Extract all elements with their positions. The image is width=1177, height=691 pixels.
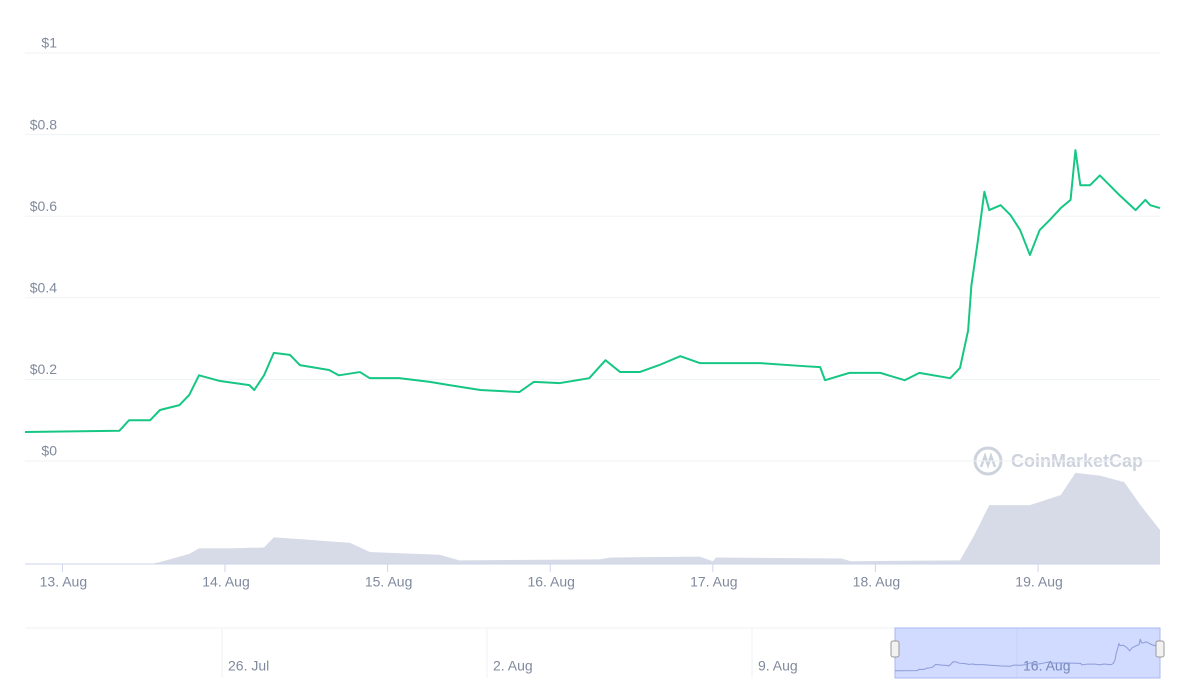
volume-area (25, 472, 1160, 564)
x-tick-label: 17. Aug (690, 574, 738, 590)
y-tick-label: $1 (41, 35, 57, 51)
navigator-label: 9. Aug (758, 658, 798, 674)
x-tick-label: 15. Aug (365, 574, 413, 590)
y-tick-label: $0.6 (30, 198, 57, 214)
navigator-handle[interactable] (890, 640, 900, 658)
navigator-label: 2. Aug (493, 658, 533, 674)
x-tick-label: 19. Aug (1015, 574, 1063, 590)
navigator-window (894, 627, 1161, 679)
watermark-logo-mark (979, 452, 997, 469)
y-tick-label: $0.2 (30, 361, 57, 377)
y-tick-label: $0.8 (30, 116, 57, 132)
x-tick-label: 18. Aug (853, 574, 901, 590)
x-tick-label: 13. Aug (40, 574, 88, 590)
y-tick-label: $0.4 (30, 280, 57, 296)
navigator-handle[interactable] (1155, 640, 1165, 658)
navigator-line (894, 638, 1161, 672)
y-tick-label: $0 (41, 443, 57, 459)
x-tick-label: 14. Aug (202, 574, 250, 590)
price-line (24, 149, 1161, 434)
navigator-label: 16. Aug (1023, 658, 1071, 674)
x-tick-label: 16. Aug (527, 574, 575, 590)
navigator-label: 26. Jul (228, 658, 269, 674)
